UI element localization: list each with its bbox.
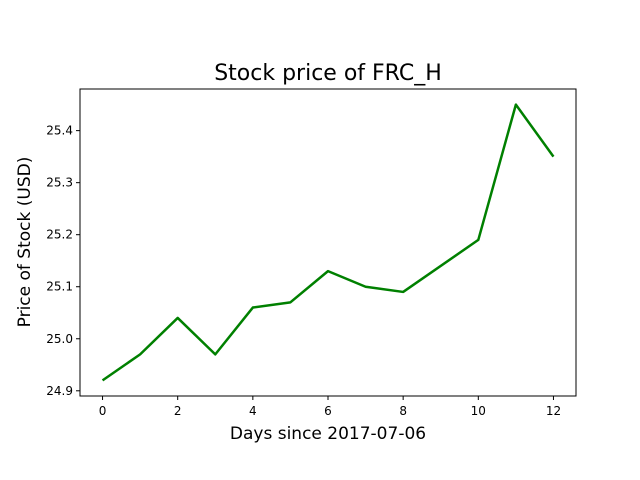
plot-area: 0 2 4 6 8 10 12 24.9 25.0 25.1 25.2 25.3 25.4 [46, 88, 577, 418]
y-axis-label: Price of Stock (USD) [15, 157, 35, 328]
x-tick-label-4: 8 [399, 404, 407, 418]
y-tick-label-4: 25.3 [46, 176, 73, 190]
x-axis-label: Days since 2017-07-06 [230, 424, 426, 444]
x-tick-label-1: 2 [174, 404, 182, 418]
x-tick-label-3: 6 [324, 404, 332, 418]
y-tick-label-0: 24.9 [46, 384, 73, 398]
y-tick-label-2: 25.1 [46, 280, 73, 294]
y-tick-label-1: 25.0 [46, 332, 73, 346]
x-tick-label-2: 4 [249, 404, 257, 418]
series-line-0 [101, 103, 555, 382]
x-tick-label-5: 10 [471, 404, 486, 418]
x-tick-label-6: 12 [546, 404, 561, 418]
x-tick-label-0: 0 [99, 404, 107, 418]
chart-title: Stock price of FRC_H [214, 61, 442, 86]
y-tick-label-3: 25.2 [46, 228, 73, 242]
y-tick-label-5: 25.4 [46, 124, 73, 138]
